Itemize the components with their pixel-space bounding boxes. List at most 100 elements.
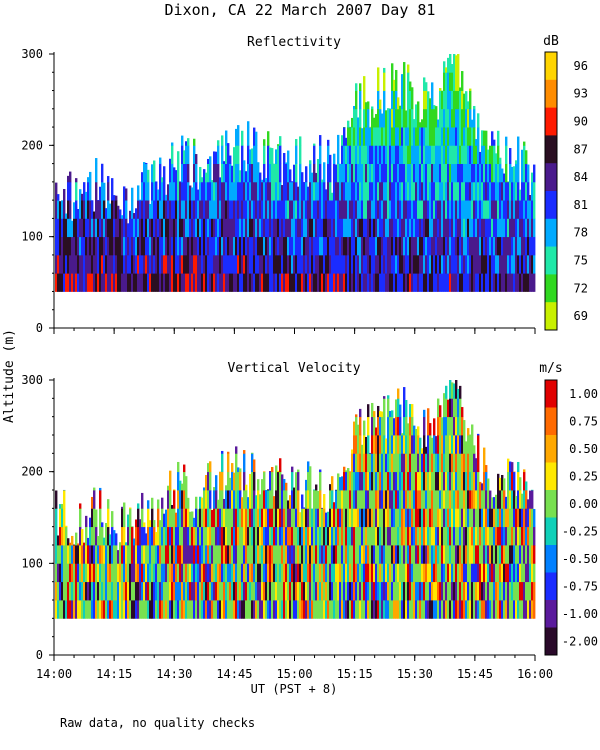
data-cell: [439, 236, 442, 256]
data-cell: [215, 163, 218, 183]
data-cell: [423, 435, 426, 454]
data-cell: [169, 490, 172, 509]
data-cell: [333, 254, 336, 274]
data-cell: [365, 102, 368, 110]
data-cell: [357, 163, 360, 183]
data-cell: [245, 508, 248, 528]
data-cell: [341, 218, 344, 238]
data-cell: [231, 581, 234, 601]
data-cell: [403, 200, 406, 219]
data-cell: [415, 104, 418, 110]
data-cell: [307, 490, 310, 509]
data-cell: [277, 470, 280, 473]
data-cell: [401, 236, 404, 256]
data-cell: [351, 200, 354, 219]
data-cell: [83, 200, 86, 219]
data-cell: [323, 508, 326, 528]
data-cell: [407, 254, 410, 274]
data-cell: [423, 526, 426, 546]
data-cell: [499, 600, 502, 619]
data-cell: [257, 545, 260, 564]
data-cell: [439, 88, 442, 91]
data-cell: [483, 490, 486, 509]
data-cell: [487, 508, 490, 528]
data-cell: [279, 236, 282, 256]
data-cell: [189, 511, 192, 528]
data-cell: [477, 453, 480, 473]
data-cell: [357, 145, 360, 164]
data-cell: [453, 181, 456, 201]
data-cell: [257, 563, 260, 583]
data-cell: [273, 508, 276, 528]
data-cell: [103, 182, 106, 201]
data-cell: [173, 254, 176, 274]
data-cell: [479, 545, 482, 564]
data-cell: [441, 254, 444, 274]
data-cell: [373, 127, 376, 146]
data-cell: [253, 200, 256, 219]
data-cell: [285, 218, 288, 238]
data-cell: [399, 163, 402, 183]
data-cell: [487, 200, 490, 219]
data-cell: [507, 508, 510, 528]
data-cell: [415, 218, 418, 238]
data-cell: [437, 163, 440, 183]
data-cell: [71, 563, 74, 583]
data-cell: [247, 236, 250, 256]
data-cell: [391, 545, 394, 564]
data-cell: [173, 200, 176, 219]
data-cell: [465, 200, 468, 219]
data-cell: [161, 563, 164, 583]
data-cell: [163, 200, 166, 219]
data-cell: [365, 526, 368, 546]
data-cell: [375, 508, 378, 528]
data-cell: [359, 581, 362, 601]
data-cell: [481, 218, 484, 238]
data-cell: [385, 490, 388, 509]
data-cell: [489, 145, 492, 164]
data-cell: [355, 526, 358, 546]
data-cell: [289, 545, 292, 564]
data-cell: [517, 508, 520, 528]
data-cell: [435, 471, 438, 491]
data-cell: [387, 545, 390, 564]
data-cell: [73, 218, 76, 238]
data-cell: [439, 416, 442, 436]
data-cell: [377, 145, 380, 164]
data-cell: [365, 108, 368, 128]
data-cell: [393, 200, 396, 219]
data-cell: [395, 471, 398, 491]
data-cell: [395, 435, 398, 454]
data-cell: [391, 127, 394, 146]
data-cell: [213, 545, 216, 564]
data-cell: [257, 181, 260, 201]
data-cell: [419, 273, 422, 292]
data-cell: [507, 458, 510, 473]
data-cell: [79, 273, 82, 292]
data-cell: [361, 563, 364, 583]
data-cell: [415, 435, 418, 454]
data-cell: [89, 273, 92, 292]
data-cell: [465, 163, 468, 183]
data-cell: [443, 435, 446, 454]
data-cell: [397, 97, 400, 110]
data-cell: [307, 186, 310, 201]
data-cell: [227, 581, 230, 601]
data-cell: [469, 435, 472, 454]
data-cell: [441, 471, 444, 491]
data-cell: [377, 471, 380, 491]
data-cell: [373, 200, 376, 219]
data-cell: [201, 200, 204, 219]
data-cell: [277, 490, 280, 509]
data-cell: [449, 273, 452, 292]
data-cell: [71, 545, 74, 564]
data-cell: [391, 273, 394, 292]
data-cell: [505, 236, 508, 256]
data-cell: [443, 393, 446, 399]
data-cell: [167, 485, 170, 491]
data-cell: [497, 581, 500, 601]
data-cell: [287, 273, 290, 292]
data-cell: [503, 600, 506, 619]
data-cell: [111, 526, 114, 546]
data-cell: [191, 200, 194, 219]
